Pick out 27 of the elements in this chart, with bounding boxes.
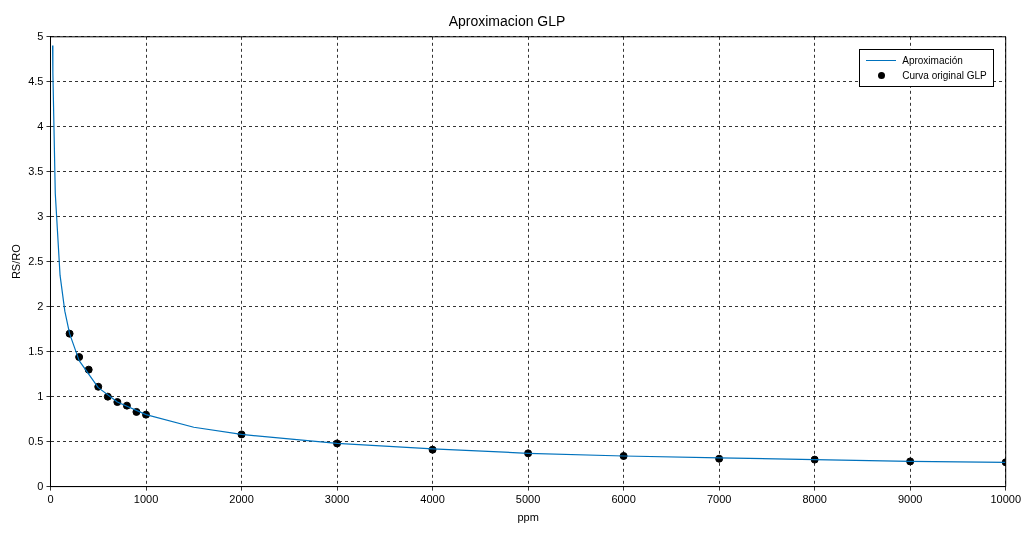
y-tick-label: 0: [37, 479, 44, 492]
y-tick-label: 3.5: [28, 164, 44, 177]
x-tick-label: 4000: [420, 493, 445, 506]
legend-label: Aproximación: [902, 53, 963, 68]
chart-title: Aproximacion GLP: [448, 13, 566, 30]
y-tick-label: 3: [37, 209, 44, 222]
y-tick-label: 0.5: [28, 434, 44, 447]
y-tick-label: 1.5: [28, 344, 44, 357]
x-tick-label: 0: [47, 493, 54, 506]
y-axis-title: RS/RO: [9, 243, 22, 280]
x-tick-label: 10000: [990, 493, 1021, 506]
x-tick-label: 1000: [133, 493, 159, 506]
x-axis-title: ppm: [517, 511, 539, 524]
legend-label: Curva original GLP: [902, 68, 987, 83]
y-tick-label: 2: [37, 299, 44, 312]
x-tick-label: 2000: [229, 493, 254, 506]
y-tick-label: 4.5: [28, 74, 44, 87]
y-tick-label: 2.5: [28, 254, 44, 267]
x-tick-label: 8000: [802, 493, 827, 506]
x-tick-label: 7000: [706, 493, 732, 506]
y-tick-label: 5: [37, 29, 44, 42]
x-tick-label: 6000: [611, 493, 636, 506]
y-tick-label: 4: [37, 119, 44, 132]
x-tick-label: 5000: [515, 493, 541, 506]
y-tick-label: 1: [37, 389, 44, 402]
x-tick-label: 3000: [324, 493, 350, 506]
x-tick-label: 9000: [897, 493, 923, 506]
